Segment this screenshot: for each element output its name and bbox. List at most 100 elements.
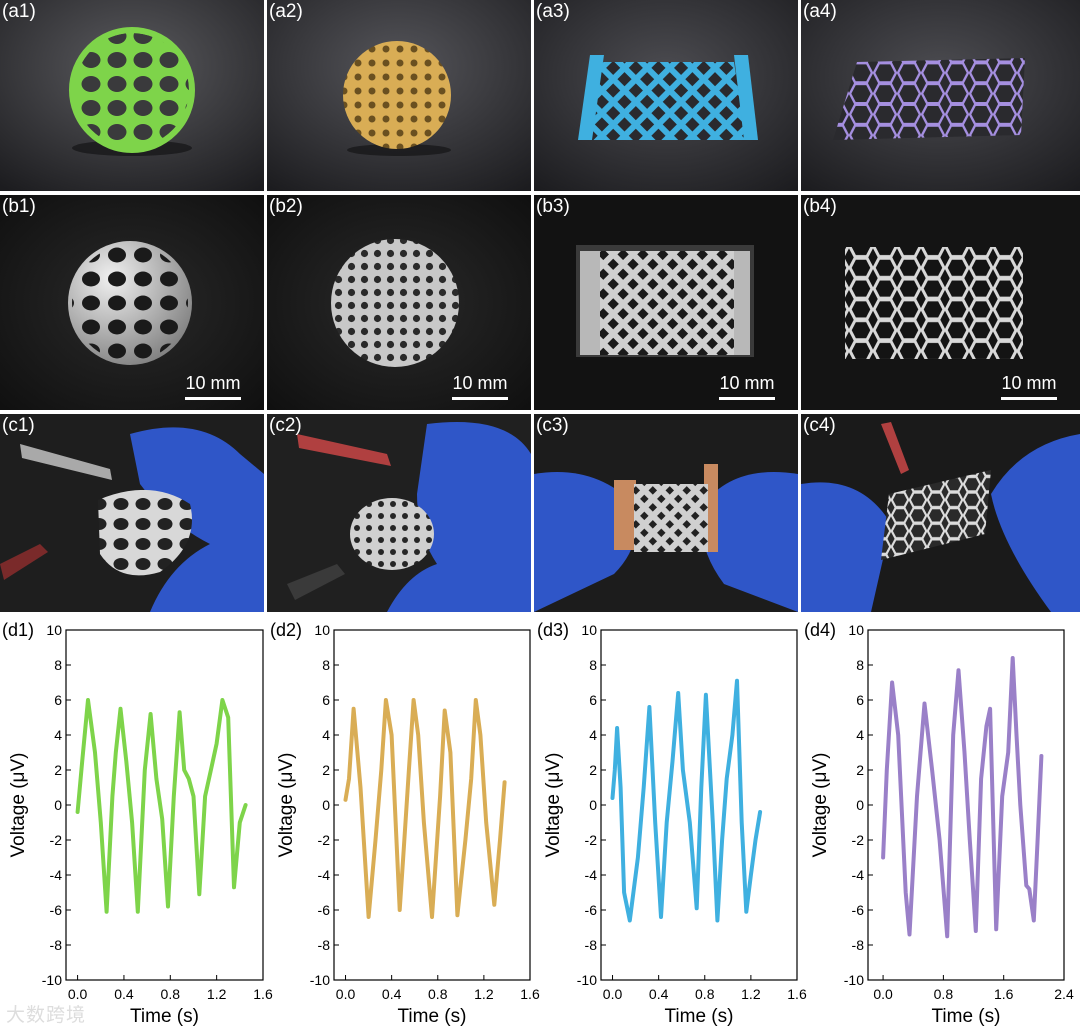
x-tick-label: 1.2: [474, 986, 494, 1002]
scale-bar-line: [452, 397, 508, 400]
x-axis-label: Time (s): [398, 1006, 467, 1027]
y-tick-label: -4: [852, 867, 865, 883]
x-tick-label: 1.6: [520, 986, 540, 1002]
chart-2: -10 -8 -6 -4 -2 0 2 4 6 8 10 0.0 0.4 0.8 1.2 1.6 (d2) Tim…: [270, 620, 540, 1027]
y-tick-label: -10: [844, 972, 864, 988]
panel-label: (b4): [803, 196, 837, 217]
panel-label: (c4): [803, 415, 836, 436]
x-tick-label: 0.8: [695, 986, 715, 1002]
blue-glove-left: [534, 472, 637, 612]
panel-label: (b3): [536, 196, 570, 217]
y-tick-label: 6: [54, 692, 62, 708]
photo-a1: (a1): [0, 0, 264, 191]
x-tick-label: 1.6: [253, 986, 273, 1002]
x-tick-label: 1.2: [207, 986, 227, 1002]
panel-label: (b2): [269, 196, 303, 217]
x-tick-label: 1.2: [741, 986, 761, 1002]
y-tick-label: -4: [318, 867, 331, 883]
blue-glove: [387, 422, 531, 612]
y-tick-label: -8: [318, 937, 331, 953]
y-tick-label: 2: [856, 762, 864, 778]
silver-specimen: [881, 470, 991, 560]
chart-3: -10 -8 -6 -4 -2 0 2 4 6 8 10 0.0 0.4 0.8 1.2 1.6 (d3) Tim…: [537, 620, 807, 1027]
y-tick-label: -6: [318, 902, 331, 918]
scale-bar-line: [1001, 397, 1057, 400]
panel-label: (c1): [2, 415, 35, 436]
panel-label: (a3): [536, 1, 570, 22]
y-tick-label: 10: [581, 622, 597, 638]
panel-label: (d1): [2, 620, 34, 640]
photo-c2: (c2): [267, 414, 531, 612]
x-tick-label: 0.8: [161, 986, 181, 1002]
photo-a3: (a3): [534, 0, 798, 191]
y-axis-label: Voltage (μV): [810, 753, 831, 858]
photo-a2: (a2): [267, 0, 531, 191]
y-tick-label: 10: [46, 622, 62, 638]
blue-glove-left: [801, 482, 891, 612]
photo-b1: (b1) 10 mm: [0, 195, 264, 410]
y-tick-label: -2: [585, 832, 598, 848]
y-tick-label: -8: [50, 937, 63, 953]
y-axis-label: Voltage (μV): [543, 753, 564, 858]
y-tick-label: 10: [314, 622, 330, 638]
x-tick-label: 0.4: [114, 986, 134, 1002]
y-tick-label: 10: [848, 622, 864, 638]
y-tick-label: 8: [54, 657, 62, 673]
blue-glove-right: [701, 472, 798, 612]
chart-4: -10 -8 -6 -4 -2 0 2 4 6 8 10 0.0 0.8 1.6 2.4 (d4) Time (…: [804, 620, 1074, 1027]
y-tick-label: 2: [589, 762, 597, 778]
y-tick-label: 2: [54, 762, 62, 778]
panel-label: (b1): [2, 196, 36, 217]
x-axis-label: Time (s): [665, 1006, 734, 1027]
blue-glove-right: [991, 434, 1080, 612]
y-tick-label: -6: [50, 902, 63, 918]
y-tick-label: -6: [852, 902, 865, 918]
scale-bar-label: 10 mm: [185, 373, 241, 393]
panel-label: (d4): [804, 620, 836, 640]
photo-c4: (c4): [801, 414, 1080, 612]
y-tick-label: 4: [856, 727, 864, 743]
photo-b4: (b4) 10 mm: [801, 195, 1080, 410]
y-tick-label: 8: [322, 657, 330, 673]
voltage-charts: -10 -8 -6 -4 -2 0 2 4 6 8 10 0.0 0.4 0.8 1.2 1.6 (d1) Tim…: [2, 620, 1074, 1027]
silver-honeycomb: [845, 247, 1023, 359]
x-tick-label: 0.4: [649, 986, 669, 1002]
photo-a4: (a4): [801, 0, 1080, 191]
silver-specimen: [350, 498, 434, 570]
scale-bar-line: [719, 397, 775, 400]
photo-b3: (b3) 10 mm: [534, 195, 798, 410]
x-tick-label: 0.0: [336, 986, 356, 1002]
voltage-series-line: [75, 698, 248, 914]
y-tick-label: -2: [852, 832, 865, 848]
panel-label: (c2): [269, 415, 302, 436]
silver-lattice: [600, 251, 734, 355]
panel-label: (a4): [803, 1, 837, 22]
silver-sphere: [331, 239, 459, 367]
y-tick-label: -10: [577, 972, 597, 988]
y-tick-label: 0: [322, 797, 330, 813]
scale-bar: 10 mm: [447, 373, 513, 400]
scale-bar-label: 10 mm: [452, 373, 508, 393]
x-tick-label: 2.4: [1054, 986, 1074, 1002]
y-axis-label: Voltage (μV): [8, 753, 29, 858]
x-tick-label: 0.8: [428, 986, 448, 1002]
watermark: 大数跨境: [6, 1004, 87, 1026]
voltage-series-line: [343, 698, 507, 919]
scale-bar-line: [185, 397, 241, 400]
panel-label: (d2): [270, 620, 302, 640]
y-tick-label: -4: [50, 867, 63, 883]
y-tick-label: 6: [322, 692, 330, 708]
y-tick-label: 6: [589, 692, 597, 708]
y-tick-label: -10: [42, 972, 62, 988]
photo-c1: (c1): [0, 414, 264, 612]
gold-sphere: [343, 41, 451, 149]
scale-bar-label: 10 mm: [719, 373, 775, 393]
y-tick-label: 8: [589, 657, 597, 673]
y-tick-label: 8: [856, 657, 864, 673]
y-tick-label: -10: [310, 972, 330, 988]
x-axis-label: Time (s): [932, 1006, 1001, 1027]
chart-1: -10 -8 -6 -4 -2 0 2 4 6 8 10 0.0 0.4 0.8 1.2 1.6 (d1) Tim…: [2, 620, 273, 1027]
y-tick-label: -8: [852, 937, 865, 953]
purple-honeycomb: [833, 58, 1025, 140]
x-tick-label: 0.0: [603, 986, 623, 1002]
